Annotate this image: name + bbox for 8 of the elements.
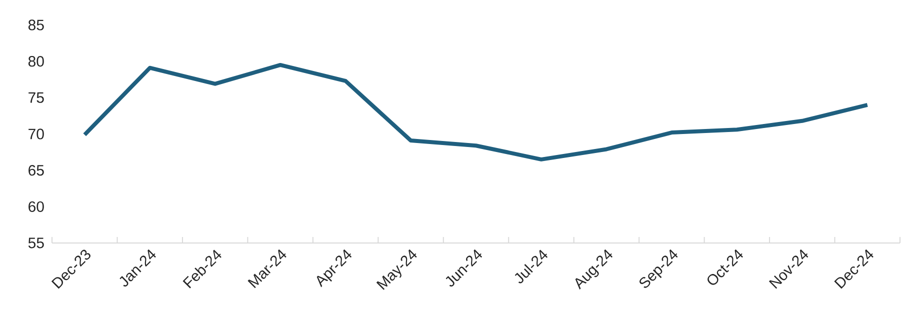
- y-tick-label: 85: [28, 20, 44, 30]
- line-series: [82, 62, 870, 162]
- y-tick-label: 80: [28, 56, 44, 67]
- y-tick-label: 75: [28, 92, 44, 103]
- y-tick-label: 60: [28, 201, 44, 212]
- y-tick-label: 70: [28, 128, 44, 140]
- y-tick-label: 55: [28, 238, 44, 248]
- y-tick-label: 65: [28, 165, 44, 176]
